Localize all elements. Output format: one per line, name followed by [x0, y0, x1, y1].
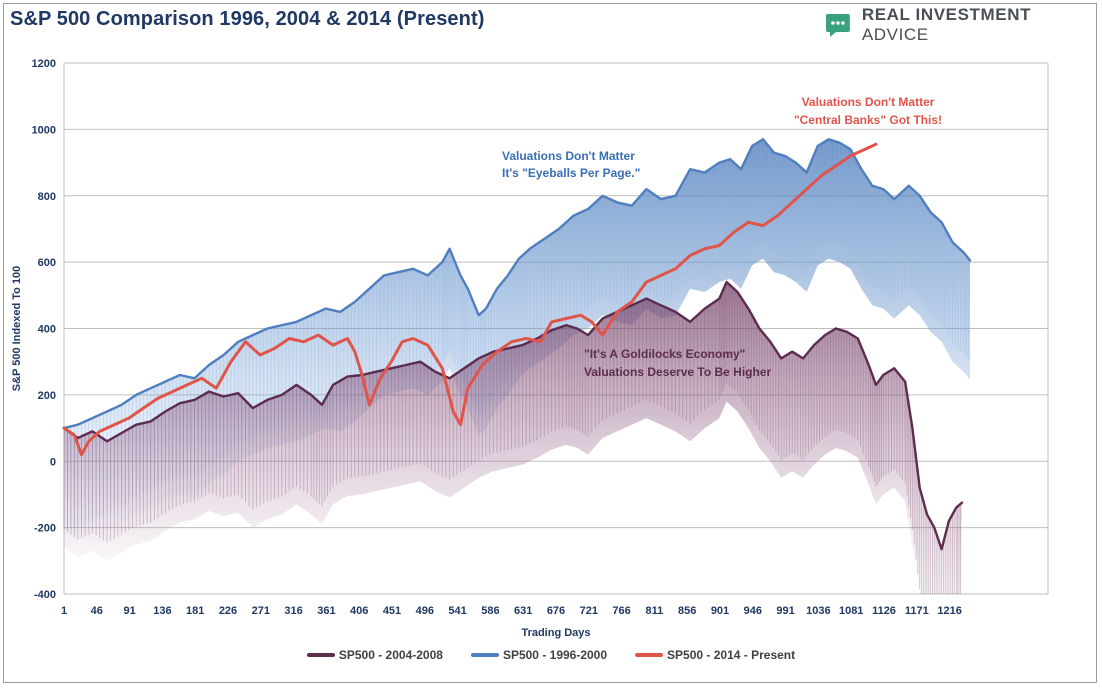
x-tick-label: 136	[153, 605, 171, 617]
legend-swatch-1996-2000	[470, 653, 499, 657]
series-line-0	[62, 280, 964, 551]
legend-label-1996-2000: SP500 - 1996-2000	[502, 648, 608, 662]
y-tick-label: -400	[34, 589, 56, 601]
annotation-goldilocks-line1: "It's A Goldilocks Economy"	[584, 347, 745, 361]
x-tick-label: 721	[580, 605, 598, 617]
legend-item-2004-2008: SP500 - 2004-2008	[306, 648, 443, 662]
x-tick-label: 46	[91, 605, 103, 617]
x-tick-label: 676	[547, 605, 565, 617]
x-tick-label: 811	[646, 605, 664, 617]
series-fill-1	[64, 139, 970, 548]
series-fills	[63, 139, 970, 594]
legend-swatch-2004-2008	[306, 653, 335, 657]
chart-title: S&P 500 Comparison 1996, 2004 & 2014 (Pr…	[10, 8, 485, 30]
x-tick-label: 496	[416, 605, 434, 617]
series-line-2	[62, 142, 878, 457]
x-tick-label: 631	[514, 605, 532, 617]
y-tick-label: 400	[38, 324, 56, 336]
y-axis-title: S&P 500 Indexed To 100	[11, 266, 23, 392]
x-tick-label: 991	[776, 605, 794, 617]
x-tick-label: 91	[123, 605, 135, 617]
y-tick-label: 0	[50, 456, 56, 468]
legend-label-2014-present: SP500 - 2014 - Present	[667, 648, 796, 662]
y-tick-label: 800	[38, 191, 56, 203]
x-tick-label: 1036	[806, 605, 830, 617]
brand-logo: REAL INVESTMENT ADVICE	[824, 5, 1102, 44]
legend-swatch-2014-present	[635, 653, 664, 657]
x-tick-label: 181	[186, 605, 204, 617]
annotation-dotcom-line1: Valuations Don't Matter	[502, 149, 635, 163]
x-tick-label: 1171	[905, 605, 929, 617]
x-tick-label: 541	[448, 605, 466, 617]
y-tick-label: 600	[38, 257, 56, 269]
x-tick-label: 766	[612, 605, 630, 617]
x-tick-label: 586	[481, 605, 499, 617]
x-tick-label: 361	[317, 605, 335, 617]
x-tick-label: 1126	[872, 605, 896, 617]
x-tick-label: 226	[219, 605, 237, 617]
legend-item-2014-present: SP500 - 2014 - Present	[635, 648, 795, 662]
axis-ticks: -400 -200 0 200 400 600 800 1000 1200 1 46 91 136 181…	[32, 58, 962, 617]
x-tick-label: 1	[61, 605, 67, 617]
series-fill-0	[64, 282, 962, 594]
y-tick-label: -200	[34, 523, 56, 535]
x-tick-label: 1081	[839, 605, 863, 617]
x-tick-label: 316	[284, 605, 302, 617]
series-lines	[62, 138, 972, 551]
annotation-present-line2: "Central Banks" Got This!	[794, 113, 942, 127]
brand-name-light: ADVICE	[861, 25, 929, 44]
chat-bubble-icon	[825, 14, 850, 37]
x-tick-label: 271	[252, 605, 270, 617]
x-tick-label: 901	[711, 605, 729, 617]
annotations: Valuations Don't Matter It's "Eyeballs P…	[502, 95, 942, 379]
annotation-present-line1: Valuations Don't Matter	[802, 95, 935, 109]
brand-name: REAL INVESTMENT ADVICE	[862, 5, 1102, 45]
y-tick-label: 1000	[32, 124, 56, 136]
x-tick-label: 1216	[937, 605, 961, 617]
brand-name-bold: REAL INVESTMENT	[861, 5, 1032, 24]
y-tick-label: 200	[38, 390, 56, 402]
y-tick-label: 1200	[32, 58, 56, 70]
x-tick-label: 451	[383, 605, 401, 617]
annotation-dotcom-line2: It's "Eyeballs Per Page."	[502, 166, 640, 180]
x-tick-label: 946	[744, 605, 762, 617]
annotation-goldilocks-line2: Valuations Deserve To Be Higher	[584, 365, 772, 379]
legend-label-2004-2008: SP500 - 2004-2008	[338, 648, 443, 662]
x-tick-label: 406	[350, 605, 368, 617]
x-tick-label: 856	[678, 605, 696, 617]
legend-item-1996-2000: SP500 - 1996-2000	[470, 648, 608, 662]
series-line-1	[62, 138, 972, 430]
chart-legend: SP500 - 2004-2008 SP500 - 1996-2000 SP50…	[0, 648, 1102, 662]
x-axis-title: Trading Days	[521, 627, 590, 639]
